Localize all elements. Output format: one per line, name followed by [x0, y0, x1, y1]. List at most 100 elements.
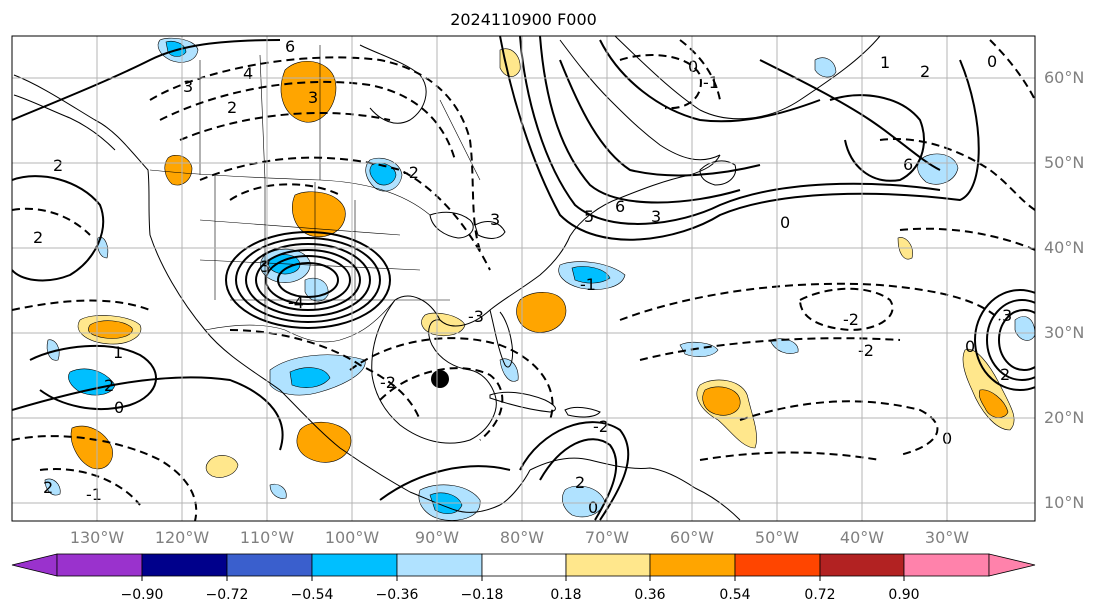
contour-label: -1	[703, 73, 719, 92]
contour-line	[12, 435, 198, 521]
colorbar-tick-label: 0.72	[804, 587, 836, 603]
contour-line	[12, 376, 284, 451]
lon-label: 50°W	[754, 528, 800, 547]
contour-label: 0	[688, 57, 698, 76]
contour-line	[12, 175, 105, 282]
colorbar-bin	[141, 553, 228, 577]
colorbar-extend-low	[11, 553, 58, 577]
contour-line	[998, 309, 1035, 371]
contour-line	[349, 337, 554, 421]
contour-line	[974, 289, 1035, 391]
colorbar-tick-label: 0.54	[719, 587, 751, 603]
contour-line	[559, 59, 761, 177]
contour-line	[539, 36, 741, 204]
contour-label: 3	[183, 77, 193, 96]
colorbar-tick-label: 0.36	[634, 587, 666, 603]
lon-label: 80°W	[499, 528, 545, 547]
hispaniola	[564, 406, 601, 418]
great-lakes-2	[474, 221, 506, 239]
colorbar-bin	[481, 553, 567, 577]
contour-line	[519, 36, 941, 225]
negative-anomaly-area	[268, 254, 301, 275]
contour-line	[225, 231, 391, 329]
contour-label: -2	[593, 417, 609, 436]
contour-label: 5	[584, 207, 594, 226]
north-america-west-coast	[13, 74, 411, 493]
negative-anomaly-area	[369, 162, 397, 186]
contour-label: 3	[260, 257, 270, 276]
lon-label: 110°W	[239, 528, 295, 547]
positive-anomaly-area	[421, 312, 466, 336]
contour-line	[879, 138, 1035, 211]
lat-label: 30°N	[1044, 323, 1085, 342]
colorbar-extend-high	[988, 553, 1036, 577]
us-canada-border	[149, 169, 431, 216]
contour-label: -2	[858, 341, 874, 360]
contour-label: 3	[308, 88, 318, 107]
contour-label: 2	[575, 473, 585, 492]
negative-anomaly-area	[165, 41, 187, 57]
contour-label: 3	[651, 207, 661, 226]
great-lakes	[429, 211, 474, 239]
lat-label: 60°N	[1044, 68, 1085, 87]
contour-line	[265, 255, 351, 305]
florida	[489, 309, 513, 368]
colorbar-bin	[734, 553, 821, 577]
alaska-coast	[13, 94, 116, 151]
gulf-coast	[371, 299, 497, 444]
location-marker	[431, 370, 449, 388]
lat-label: 20°N	[1044, 408, 1085, 427]
contour-line	[179, 111, 391, 141]
colorbar-tick-label: 0.18	[550, 587, 582, 603]
contour-label: 0	[987, 52, 997, 71]
newfoundland	[699, 160, 737, 186]
lat-label: 10°N	[1044, 493, 1085, 512]
colorbar-tick-label: −0.18	[460, 587, 504, 603]
lon-label: 60°W	[669, 528, 715, 547]
contour-label: 2	[53, 156, 63, 175]
contour-line	[899, 227, 1035, 251]
colorbar-tick-label: −0.54	[290, 587, 334, 603]
negative-anomaly-area	[44, 478, 61, 496]
colorbar-bin	[396, 553, 483, 577]
colorbar-bin	[819, 553, 905, 577]
colorbar-tick-label: −0.36	[375, 587, 419, 603]
contour-label: -2	[380, 373, 396, 392]
lat-label: 40°N	[1044, 238, 1085, 257]
contour-label: -2	[843, 310, 859, 329]
contour-label: 6	[615, 197, 625, 216]
contour-line	[699, 451, 881, 461]
contour-label: 2	[33, 228, 43, 247]
negative-anomaly-area	[289, 367, 331, 388]
contour-label: 2	[43, 478, 53, 497]
contour-label: -2	[403, 163, 419, 182]
shaded-anomalies	[44, 37, 1035, 521]
positive-anomaly-area	[702, 386, 741, 416]
map-frame	[11, 35, 1036, 522]
colorbar-ticks	[141, 576, 905, 581]
contour-label: -1	[580, 275, 596, 294]
lon-label: 70°W	[584, 528, 630, 547]
contour-line	[759, 59, 941, 171]
solid-contours	[12, 36, 1035, 521]
map-plot-area: 3 4 6 3 2 2 2 0 -1 -2 3 5 6 3 0 -2 1 2 -…	[12, 36, 1035, 521]
contour-label: 6	[903, 155, 913, 174]
contour-label: 0	[588, 498, 598, 517]
contour-line	[235, 237, 381, 323]
contour-line	[12, 207, 91, 236]
lon-label: 30°W	[924, 528, 970, 547]
contour-line	[739, 400, 939, 456]
lon-label: 90°W	[414, 528, 460, 547]
colorbar	[11, 553, 1036, 581]
negative-anomaly-area	[571, 266, 611, 284]
contour-line	[229, 183, 341, 201]
contour-label: -4	[288, 293, 304, 312]
contour-line	[539, 438, 618, 521]
contour-line	[619, 54, 702, 110]
colorbar-tick-label: 0.90	[888, 587, 920, 603]
greenland	[614, 36, 881, 120]
colorbar-bin	[903, 553, 990, 577]
contour-label: 4	[243, 64, 253, 83]
political-borders	[149, 45, 481, 343]
contour-line	[255, 249, 361, 311]
